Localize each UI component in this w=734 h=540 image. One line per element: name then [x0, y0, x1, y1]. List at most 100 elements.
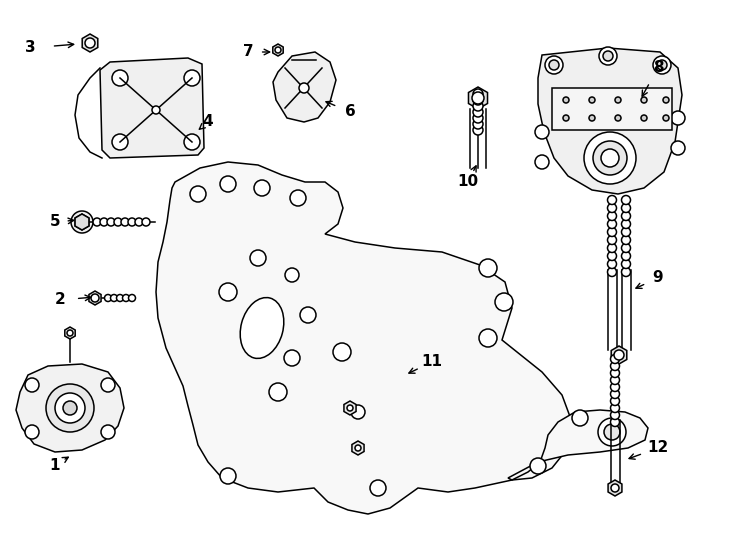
Polygon shape: [16, 364, 124, 452]
Polygon shape: [352, 441, 364, 455]
Circle shape: [611, 389, 619, 399]
Circle shape: [300, 307, 316, 323]
Circle shape: [622, 195, 631, 205]
Circle shape: [250, 250, 266, 266]
Circle shape: [370, 480, 386, 496]
Polygon shape: [156, 162, 572, 514]
Circle shape: [63, 401, 77, 415]
Circle shape: [563, 115, 569, 121]
Circle shape: [25, 425, 39, 439]
Circle shape: [671, 141, 685, 155]
Circle shape: [657, 60, 667, 70]
Circle shape: [584, 132, 636, 184]
Circle shape: [479, 329, 497, 347]
Circle shape: [184, 70, 200, 86]
Polygon shape: [273, 44, 283, 56]
Circle shape: [549, 60, 559, 70]
Circle shape: [25, 378, 39, 392]
Circle shape: [535, 155, 549, 169]
Text: 3: 3: [25, 40, 35, 56]
Circle shape: [608, 235, 617, 245]
Text: 5: 5: [50, 214, 60, 230]
Polygon shape: [75, 214, 89, 230]
Circle shape: [347, 405, 353, 411]
Circle shape: [91, 294, 99, 302]
Circle shape: [473, 95, 483, 105]
Circle shape: [611, 396, 619, 406]
Circle shape: [67, 330, 73, 336]
Text: 1: 1: [50, 457, 60, 472]
Text: 6: 6: [345, 105, 355, 119]
Circle shape: [589, 97, 595, 103]
Circle shape: [622, 227, 631, 237]
Circle shape: [299, 83, 309, 93]
Circle shape: [219, 283, 237, 301]
Circle shape: [284, 350, 300, 366]
Circle shape: [611, 382, 619, 392]
Polygon shape: [75, 214, 89, 230]
Circle shape: [622, 260, 631, 268]
Circle shape: [123, 294, 129, 301]
Circle shape: [622, 219, 631, 228]
Circle shape: [608, 204, 617, 213]
Polygon shape: [552, 88, 672, 130]
Circle shape: [472, 92, 484, 104]
Circle shape: [93, 218, 101, 226]
Circle shape: [121, 218, 129, 226]
Circle shape: [535, 125, 549, 139]
Ellipse shape: [240, 298, 284, 359]
Circle shape: [55, 393, 85, 423]
Circle shape: [351, 405, 365, 419]
Circle shape: [269, 383, 287, 401]
Polygon shape: [100, 58, 204, 158]
Circle shape: [603, 51, 613, 61]
Circle shape: [220, 468, 236, 484]
Text: 10: 10: [457, 174, 479, 190]
Circle shape: [604, 424, 620, 440]
Circle shape: [128, 294, 136, 301]
Circle shape: [479, 259, 497, 277]
Circle shape: [663, 97, 669, 103]
Circle shape: [101, 378, 115, 392]
Circle shape: [611, 375, 619, 384]
Circle shape: [611, 368, 619, 377]
Circle shape: [608, 227, 617, 237]
Circle shape: [622, 252, 631, 260]
Circle shape: [473, 101, 483, 111]
Circle shape: [190, 186, 206, 202]
Polygon shape: [89, 291, 101, 305]
Circle shape: [117, 294, 123, 301]
Circle shape: [611, 361, 619, 370]
Circle shape: [107, 218, 115, 226]
Circle shape: [663, 115, 669, 121]
Circle shape: [112, 70, 128, 86]
Circle shape: [152, 106, 160, 114]
Polygon shape: [82, 34, 98, 52]
Circle shape: [530, 458, 546, 474]
Circle shape: [71, 211, 93, 233]
Text: 11: 11: [421, 354, 443, 369]
Circle shape: [589, 115, 595, 121]
Circle shape: [608, 260, 617, 268]
Circle shape: [473, 113, 483, 123]
Text: 12: 12: [647, 441, 669, 456]
Circle shape: [622, 267, 631, 276]
Circle shape: [608, 244, 617, 253]
Circle shape: [111, 294, 117, 301]
Circle shape: [611, 354, 619, 363]
Circle shape: [46, 384, 94, 432]
Circle shape: [545, 56, 563, 74]
Circle shape: [355, 445, 361, 451]
Circle shape: [593, 141, 627, 175]
Circle shape: [112, 134, 128, 150]
Polygon shape: [273, 52, 336, 122]
Circle shape: [473, 107, 483, 117]
Text: 8: 8: [653, 60, 664, 76]
Circle shape: [641, 115, 647, 121]
Circle shape: [495, 293, 513, 311]
Circle shape: [611, 403, 619, 413]
Circle shape: [473, 89, 483, 99]
Circle shape: [473, 119, 483, 129]
Circle shape: [184, 134, 200, 150]
Polygon shape: [538, 48, 682, 194]
